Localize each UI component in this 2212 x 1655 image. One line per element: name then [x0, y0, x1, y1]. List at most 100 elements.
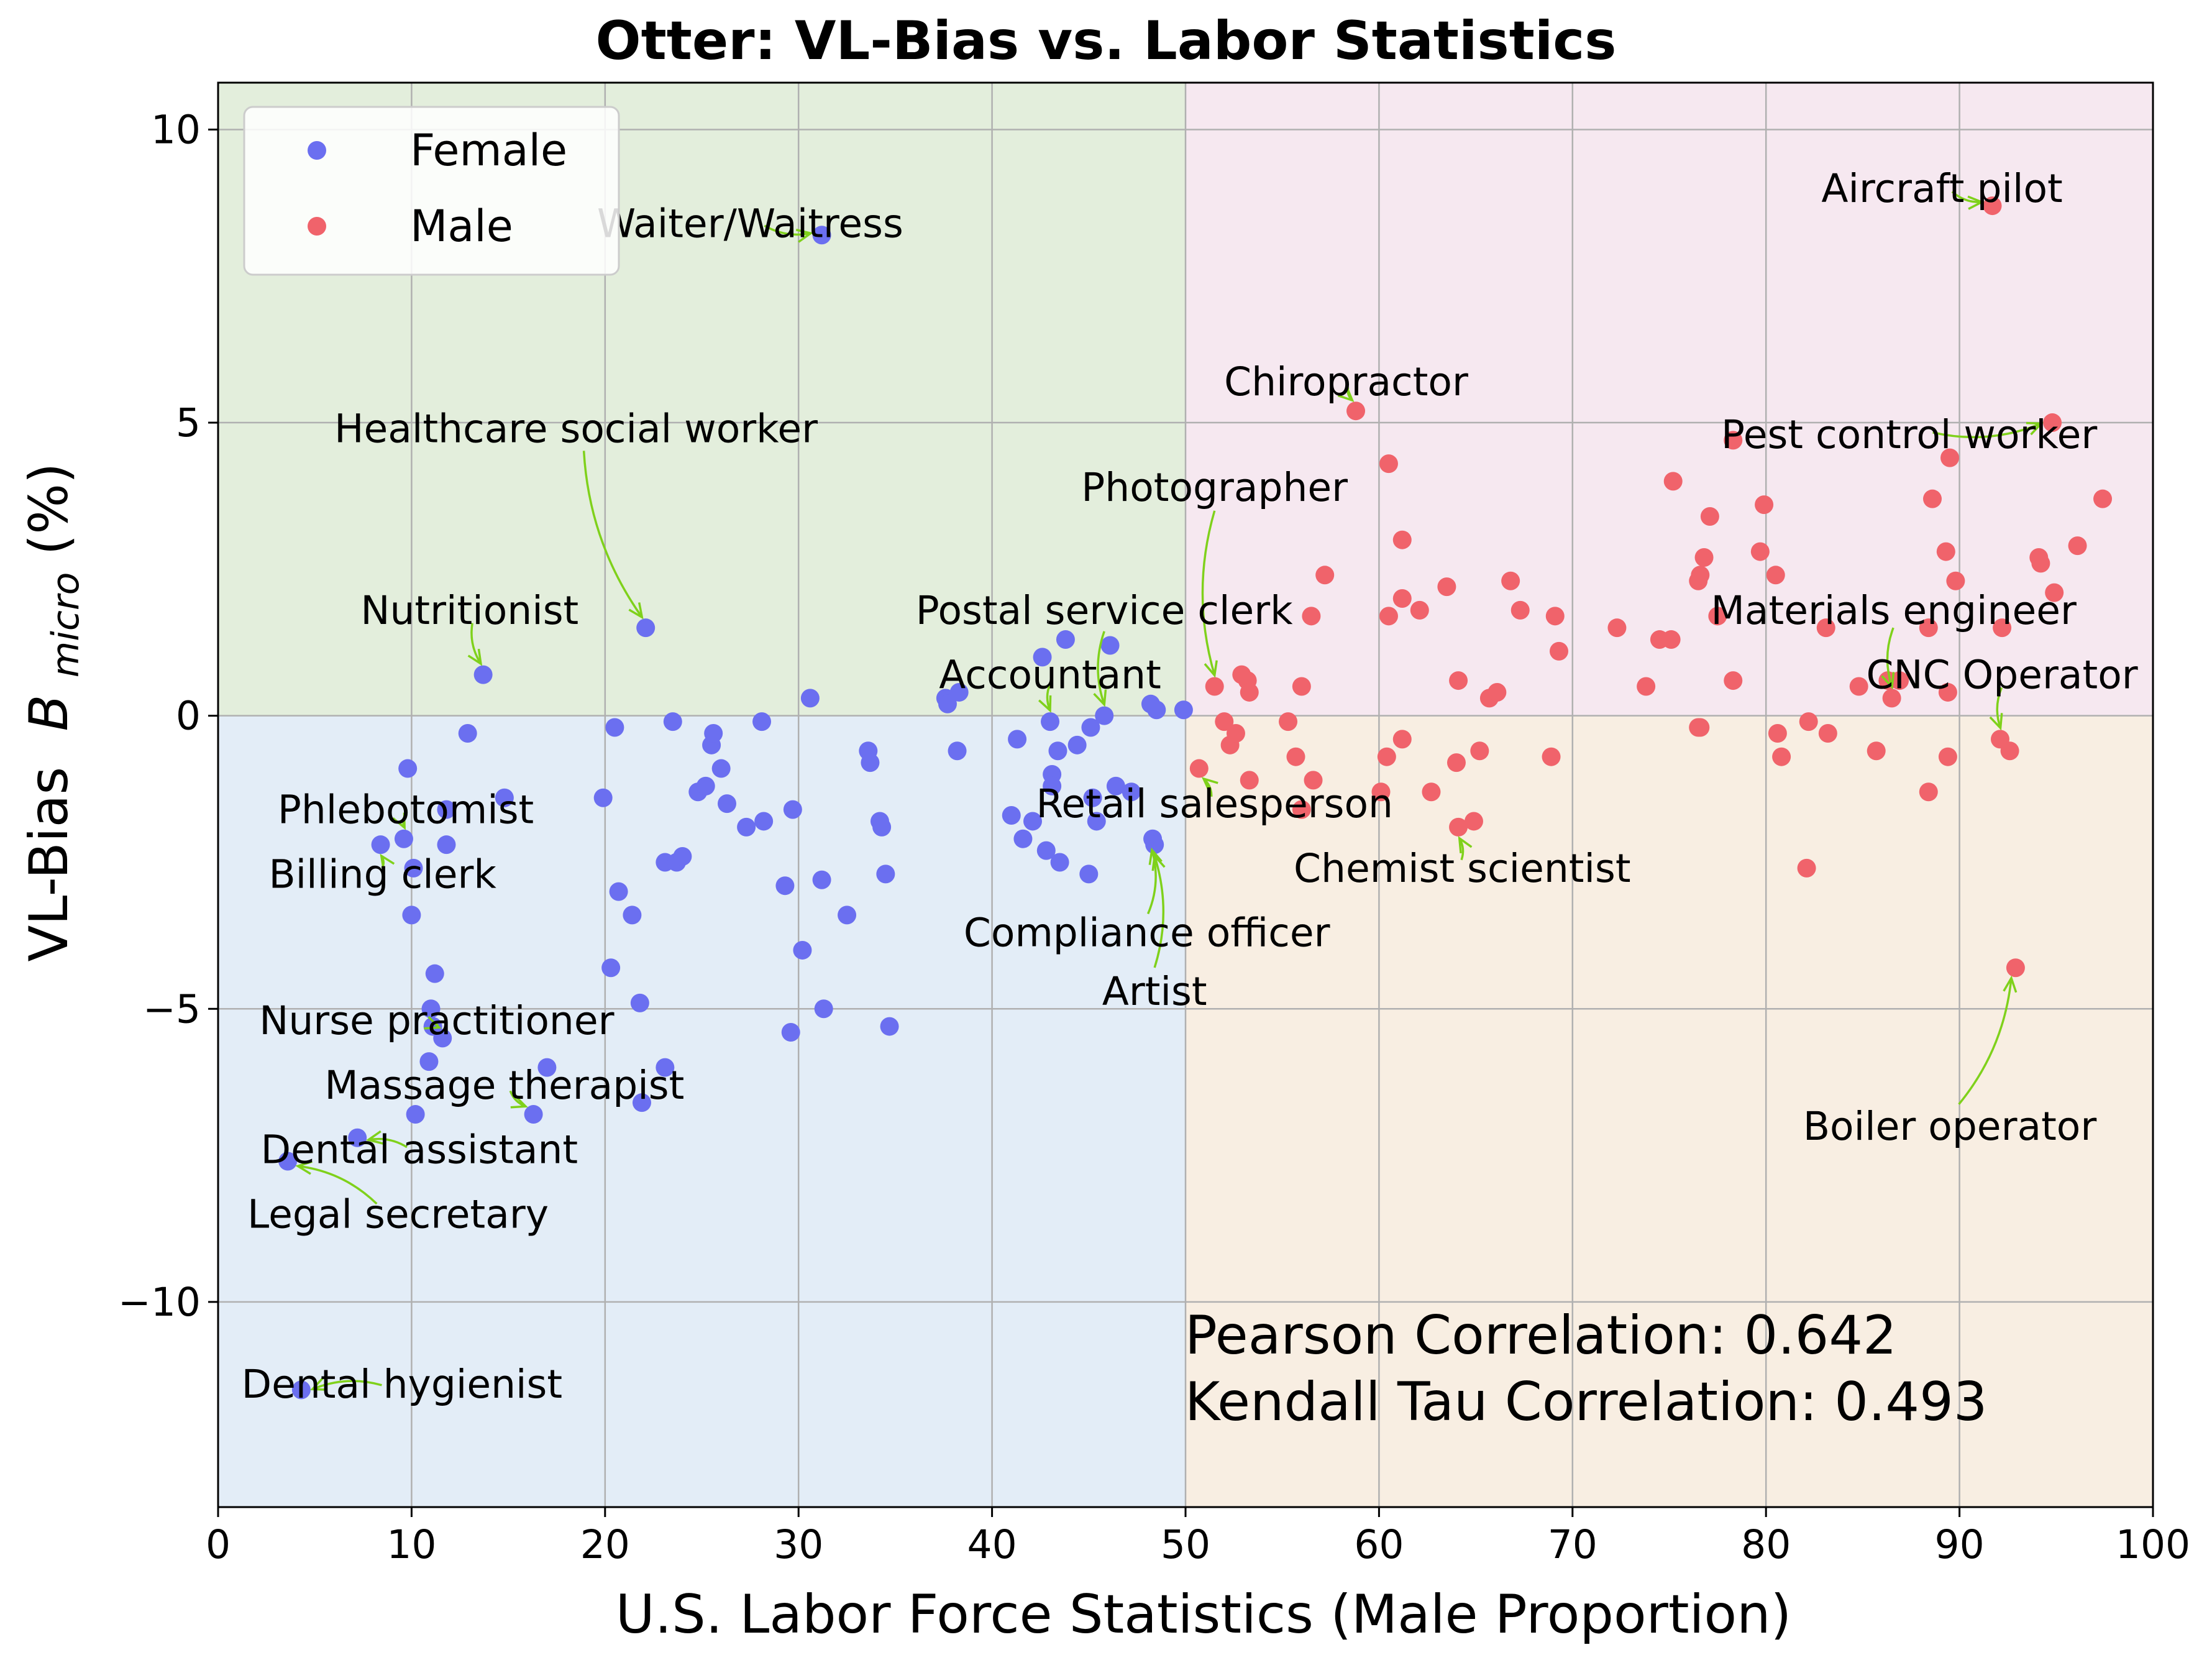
data-point-female	[1122, 782, 1141, 802]
data-point-female	[663, 712, 682, 731]
data-point-male	[1392, 730, 1412, 749]
data-point-male	[1392, 589, 1412, 608]
data-point-male	[1286, 747, 1305, 766]
legend-marker-male	[308, 217, 326, 236]
data-point-male	[1392, 530, 1412, 549]
y-tick-label: 0	[176, 694, 201, 739]
annotation-label: Artist	[1102, 969, 1207, 1014]
annotation-label: Waiter/Waitress	[597, 201, 903, 246]
annotation-arrowhead	[1151, 853, 1166, 871]
data-point-male	[1797, 858, 1816, 878]
data-point-female	[812, 226, 831, 245]
data-point-male	[1689, 718, 1708, 737]
annotation-label: Postal service clerk	[916, 588, 1293, 633]
annotation-label: Compliance officer	[964, 910, 1330, 956]
data-point-female	[711, 759, 731, 778]
data-point-female	[433, 1029, 452, 1048]
data-point-female	[1145, 835, 1164, 855]
data-point-female	[838, 905, 857, 925]
annotation-label: Accountant	[939, 653, 1161, 698]
annotation-arrowhead	[1458, 836, 1473, 854]
data-point-female	[696, 776, 715, 795]
annotation-arrow	[1153, 855, 1165, 968]
data-point-male	[1215, 712, 1234, 731]
annotation-arrow	[368, 1137, 408, 1148]
y-axis-label-subscript: micro	[44, 572, 88, 677]
data-point-male	[1379, 607, 1398, 626]
data-point-female	[404, 858, 423, 878]
data-point-female	[1147, 700, 1166, 720]
data-point-male	[1882, 689, 1901, 708]
data-point-male	[1849, 677, 1868, 696]
data-point-female	[394, 829, 413, 848]
annotation-arrowhead	[1038, 695, 1052, 713]
data-point-male	[1724, 671, 1743, 690]
y-tick-label: 5	[176, 400, 201, 446]
data-point-female	[630, 993, 649, 1012]
annotation-arrowhead	[424, 1015, 442, 1030]
data-point-female	[419, 1052, 439, 1071]
data-point-male	[1226, 723, 1245, 743]
x-tick-label: 30	[774, 1522, 823, 1567]
data-point-male	[1700, 507, 1719, 526]
data-point-female	[754, 812, 774, 831]
data-point-male	[2093, 489, 2113, 508]
data-point-male	[1691, 566, 1710, 585]
data-point-male	[1940, 448, 1960, 467]
data-point-female	[876, 864, 895, 884]
data-point-female	[656, 1058, 675, 1077]
data-point-female	[291, 1380, 311, 1400]
annotation-arrowhead	[365, 1130, 383, 1145]
data-point-male	[1923, 489, 1942, 508]
data-point-female	[593, 788, 613, 807]
data-point-female	[605, 718, 624, 737]
kendall-correlation-text: Kendall Tau Correlation: 0.493	[1185, 1371, 1988, 1433]
x-tick-labels: 0 10 20 30 40 50 60 70 80 90 100	[206, 1522, 2190, 1567]
data-point-male	[1371, 782, 1391, 802]
data-point-male	[1315, 566, 1335, 585]
annotation-label: CNC Operator	[1867, 653, 2138, 698]
data-point-female	[673, 847, 692, 866]
data-point-male	[1766, 566, 1785, 585]
x-tick-label: 70	[1548, 1522, 1597, 1567]
data-point-male	[1946, 571, 1965, 590]
data-point-female	[1174, 700, 1193, 720]
annotation-label: Chemist scientist	[1294, 846, 1630, 891]
annotation-arrow	[470, 623, 482, 664]
data-point-female	[458, 723, 477, 743]
data-point-female	[1043, 776, 1062, 795]
data-point-female	[872, 817, 892, 837]
annotation-arrowhead	[380, 853, 395, 871]
data-point-male	[1304, 771, 1323, 790]
data-point-male	[1919, 782, 1938, 802]
data-point-male	[1542, 747, 1561, 766]
data-point-female	[636, 618, 656, 638]
data-point-male	[1772, 747, 1791, 766]
data-point-male	[1279, 712, 1298, 731]
annotation-label: Nutritionist	[360, 588, 578, 633]
data-point-male	[1919, 618, 1938, 638]
data-point-female	[406, 1105, 425, 1124]
annotation-label: Boiler operator	[1803, 1104, 2097, 1149]
x-tick-label: 10	[386, 1522, 436, 1567]
data-point-male	[1449, 671, 1468, 690]
annotation-arrow	[312, 1380, 382, 1390]
data-point-male	[1938, 682, 1957, 702]
data-point-male	[2068, 536, 2087, 556]
annotation-label: Photographer	[1081, 465, 1348, 510]
data-point-female	[783, 800, 802, 819]
data-point-female	[948, 741, 967, 761]
data-point-male	[1240, 682, 1259, 702]
data-point-male	[1292, 800, 1311, 819]
data-point-male	[1510, 600, 1530, 620]
legend-marker-female	[308, 141, 326, 160]
annotation-label: Billing clerk	[268, 851, 496, 897]
annotation-arrow	[1958, 978, 2013, 1105]
legend-label-female: Female	[410, 125, 567, 176]
data-point-female	[1081, 718, 1100, 737]
x-axis-label: U.S. Labor Force Statistics (Male Propor…	[616, 1584, 1791, 1646]
y-axis-label-symbol: B	[18, 695, 80, 731]
legend-box	[243, 106, 620, 276]
data-point-male	[1637, 677, 1656, 696]
